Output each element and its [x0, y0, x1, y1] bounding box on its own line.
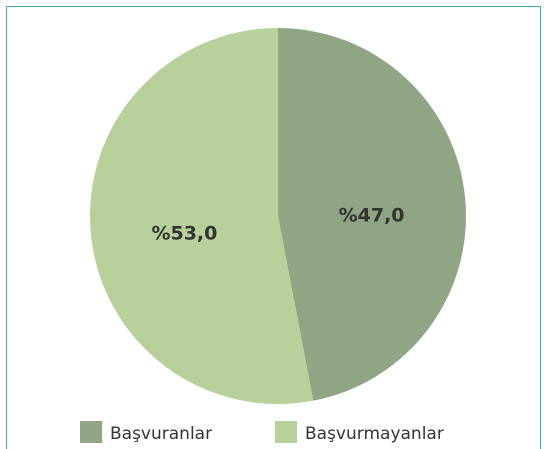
legend-swatch — [275, 421, 297, 443]
pie-slice — [278, 28, 467, 401]
legend-swatch — [80, 421, 102, 443]
value-label: %53,0 — [151, 222, 217, 244]
legend-label: Başvuranlar — [110, 424, 212, 444]
legend-label: Başvurmayanlar — [305, 424, 444, 444]
pie-slice — [90, 28, 314, 404]
frame — [6, 6, 541, 449]
value-label: %47,0 — [339, 205, 405, 227]
